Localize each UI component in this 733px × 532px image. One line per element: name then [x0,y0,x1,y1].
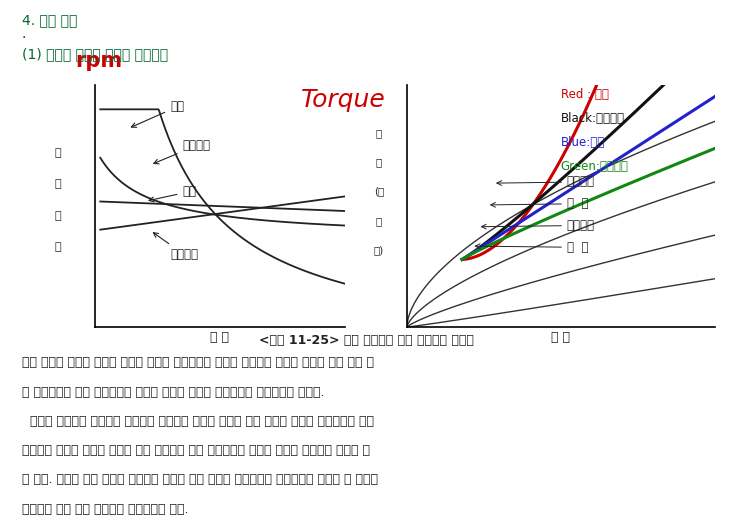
Text: 크: 크 [376,215,382,226]
Text: 속: 속 [54,211,62,221]
Text: (토: (토 [374,187,384,197]
X-axis label: 전 류: 전 류 [210,331,229,344]
Text: Red : 직권: Red : 직권 [561,88,608,101]
Text: Blue:분권: Blue:분권 [561,136,605,149]
Text: 량): 량) [374,245,384,255]
Text: 직권: 직권 [131,101,184,127]
Text: Torque: Torque [301,88,386,112]
Text: 차동복권: 차동복권 [497,176,595,188]
Text: 교직양용 모터 또는 유니버설 모터라고도 한다.: 교직양용 모터 또는 유니버설 모터라고도 한다. [22,503,188,516]
Text: ·: · [22,31,26,45]
Text: 직류 모터의 편에서 공부한 것처럼 모터의 회전방향은 자계와 전기자에 흐르는 전류로 결정 되어 직: 직류 모터의 편에서 공부한 것처럼 모터의 회전방향은 자계와 전기자에 흐르… [22,356,374,369]
Text: 직  권: 직 권 [475,241,589,254]
Text: 분  권: 분 권 [490,197,589,210]
Text: 화동복권: 화동복권 [154,139,210,164]
Text: 전: 전 [54,179,62,189]
X-axis label: 전 류: 전 류 [551,331,570,344]
Text: <그림 11-25> 직권 전동기와 분권 전동기의 특성례: <그림 11-25> 직권 전동기와 분권 전동기의 특성례 [259,334,474,346]
Text: 분권: 분권 [149,185,196,202]
Text: 전: 전 [376,129,382,138]
Text: (1) 직류용 모터를 교류로 사용하면: (1) 직류용 모터를 교류로 사용하면 [22,47,168,61]
Text: 차도복권: 차도복권 [153,232,198,261]
Text: 회: 회 [54,148,62,158]
Text: 화동복권: 화동복권 [482,219,595,232]
Text: Green:자동복권: Green:자동복권 [561,160,629,173]
Text: rpm: rpm [75,51,122,71]
Text: 권 모터에서도 분권 모터에서도 전원의 극성을 바꾸는 것만으로는 회전방향은 같았다.: 권 모터에서도 분권 모터에서도 전원의 극성을 바꾸는 것만으로는 회전방향은… [22,386,325,398]
Text: 따라서 브러시와 정류자의 접촉으로 전기자에 전류를 흘리고 있는 직류용 모터는 교류전원이 시시: 따라서 브러시와 정류자의 접촉으로 전기자에 전류를 흘리고 있는 직류용 모… [22,415,374,428]
Text: 각각으로 극성이 반대로 되어도 같은 방향으로 계속 회전하므로 그대로 교류용 모터로서 사용할 수: 각각으로 극성이 반대로 되어도 같은 방향으로 계속 회전하므로 그대로 교류… [22,444,370,457]
Text: 가 있다. 이것을 단상 정류자 모터라고 하지만 같은 모터를 직류에서도 교류에서도 사용할 수 있어서: 가 있다. 이것을 단상 정류자 모터라고 하지만 같은 모터를 직류에서도 교… [22,473,378,486]
Text: 도: 도 [54,242,62,252]
Text: Black:가동복권: Black:가동복권 [561,112,625,124]
Text: 4. 교류 모터: 4. 교류 모터 [22,13,78,27]
Text: 력: 력 [376,157,382,168]
